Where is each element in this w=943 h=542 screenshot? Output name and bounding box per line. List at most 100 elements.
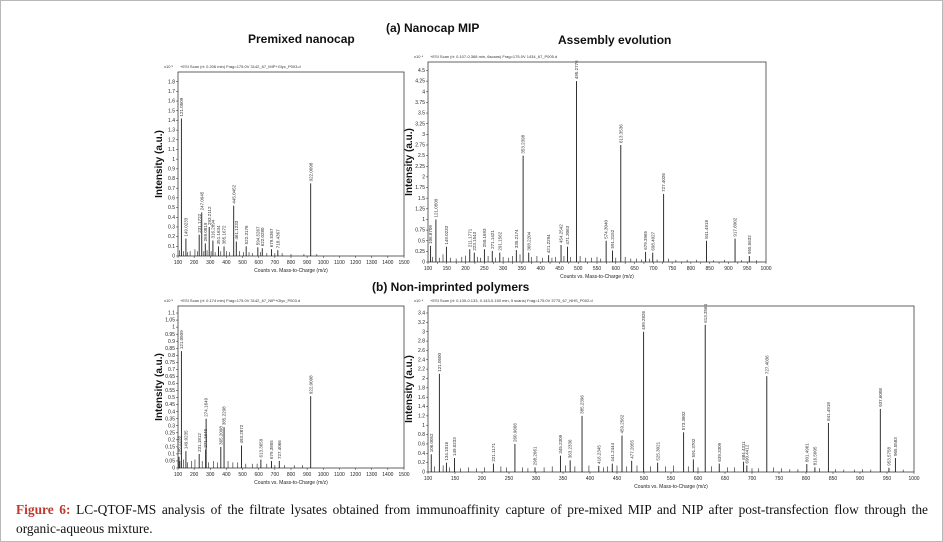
x-tick-label: 900 <box>856 476 865 482</box>
y-tick-label: 0.8 <box>168 176 175 182</box>
spectrum-b-premixed: +ESI Scan (rt: 0.174 min) Frag=175.0V 31… <box>148 294 410 488</box>
x-tick-label: 800 <box>802 476 811 482</box>
peak-label: 316.2894 <box>211 219 216 238</box>
scan-header: +ESI Scan (rt: 0.107-0.368 min, 6scans) … <box>430 54 557 59</box>
x-tick-label: 200 <box>190 472 199 478</box>
peak-label: 293.2112 <box>207 206 212 225</box>
y-tick-label: 0.3 <box>168 225 175 231</box>
x-tick-label: 750 <box>775 476 784 482</box>
peak-label: 335.2174 <box>514 229 519 248</box>
x-tick-label: 1400 <box>382 472 393 478</box>
y-tick-label: 2 <box>422 174 425 180</box>
x-tick-label: 1000 <box>318 260 329 266</box>
peak-label: 591.3152 <box>610 229 615 248</box>
x-tick-label: 700 <box>271 472 280 478</box>
x-tick-label: 250 <box>505 476 514 482</box>
heading-nanocap-mip: (a) Nanocap MIP <box>386 21 480 35</box>
x-tick-label: 100 <box>424 476 433 482</box>
x-tick-label: 700 <box>748 476 757 482</box>
x-axis-label: Counts vs. Mass-to-Charge (m/z) <box>634 484 708 490</box>
x-tick-label: 200 <box>461 266 470 272</box>
y-tick-label: 1.8 <box>168 79 175 85</box>
peak-label: 385.2298 <box>222 406 227 425</box>
peak-label: 250.1693 <box>482 228 487 247</box>
y-tick-label: 2 <box>422 376 425 382</box>
y-tick-label: 0.4 <box>168 215 175 221</box>
x-tick-label: 150 <box>443 266 452 272</box>
y-tick-label: 1.2 <box>168 137 175 143</box>
x-tick-label: 800 <box>287 472 296 478</box>
peak-label: 922.0098 <box>308 162 313 181</box>
y-tick-label: 2.4 <box>418 357 425 363</box>
y-tick-label: 2.5 <box>418 153 425 159</box>
x-tick-label: 700 <box>271 260 280 266</box>
y-tick-label: 0.75 <box>165 360 175 366</box>
peak-label: 421.2294 <box>546 234 551 253</box>
y-tick-label: 2.6 <box>418 348 425 354</box>
y-axis-label: Intensity (a.u.) <box>404 355 415 423</box>
x-tick-label: 100 <box>174 472 183 478</box>
x-tick-label: 500 <box>574 266 583 272</box>
peak-label: 525.3021 <box>655 441 660 460</box>
spectrum-b-assembly: +ESI Scan (rt: 0.130-0.133, 0.143-0.150 … <box>398 294 920 492</box>
spectrum-svg: +ESI Scan (rt: 0.174 min) Frag=175.0V 31… <box>154 298 410 486</box>
peak-label: 291.1562 <box>497 231 502 250</box>
figure-caption: Figure 6: LC-QTOF-MS analysis of the fil… <box>16 500 928 538</box>
x-tick-label: 1100 <box>334 472 345 478</box>
y-tick-label: 0.85 <box>165 346 175 352</box>
heading-premixed-nanocap: Premixed nanocap <box>248 32 355 46</box>
x-tick-label: 600 <box>694 476 703 482</box>
scan-header: +ESI Scan (rt: 0.206 min) Frag=175.0V 31… <box>180 64 301 69</box>
peak-label: 493.2872 <box>239 424 244 443</box>
spectrum-a-assembly: +ESI Scan (rt: 0.107-0.368 min, 6scans) … <box>398 50 772 282</box>
peak-label: 149.0233 <box>184 217 189 236</box>
y-tick-label: 0.9 <box>168 339 175 345</box>
y-tick-label: 4.25 <box>415 79 425 85</box>
peak-label: 499.2826 <box>641 310 646 329</box>
x-tick-label: 500 <box>238 472 247 478</box>
peak-label: 727.4026 <box>661 173 666 192</box>
peak-label: 134.1016 <box>444 441 449 460</box>
peak-label: 461.1233 <box>234 220 239 239</box>
x-tick-label: 300 <box>206 472 215 478</box>
y-tick-label: 1.1 <box>168 147 175 153</box>
y-tick-label: 3.25 <box>415 121 425 127</box>
peak-label: 149.0233 <box>452 437 457 456</box>
scale-prefix: x10 ⁴ <box>414 54 424 59</box>
y-tick-label: 1.6 <box>168 99 175 105</box>
plot-frame <box>177 305 405 469</box>
y-tick-label: 1.05 <box>165 318 175 324</box>
y-tick-label: 0.65 <box>165 374 175 380</box>
x-tick-label: 900 <box>724 266 733 272</box>
y-tick-label: 1.25 <box>415 206 425 212</box>
y-tick-label: 3 <box>422 132 425 138</box>
peak-label: 231.1722 <box>197 213 202 232</box>
x-tick-label: 900 <box>303 260 312 266</box>
y-tick-label: 0.15 <box>165 444 175 450</box>
peak-label: 639.3309 <box>717 442 722 461</box>
peak-label: 727.4066 <box>277 440 282 459</box>
caption-text: LC-QTOF-MS analysis of the filtrate lysa… <box>16 502 928 536</box>
peak-label: 445.0452 <box>231 184 236 203</box>
x-tick-label: 1200 <box>350 472 361 478</box>
y-tick-label: 1.8 <box>418 385 425 391</box>
y-tick-label: 0.95 <box>165 332 175 338</box>
peak-label: 841.4918 <box>826 402 831 421</box>
peak-label: 937.6008 <box>878 388 883 407</box>
peak-label: 368.2204 <box>526 231 531 250</box>
scale-prefix: x10 ⁵ <box>164 298 174 303</box>
peak-label: 416.2345 <box>596 445 601 464</box>
x-tick-label: 1300 <box>366 472 377 478</box>
y-tick-label: 0.25 <box>165 430 175 436</box>
y-tick-label: 1 <box>172 157 175 163</box>
y-tick-label: 0.2 <box>168 234 175 240</box>
x-tick-label: 600 <box>255 472 264 478</box>
peak-label: 727.4036 <box>764 355 769 374</box>
heading-non-imprinted-polymers: (b) Non-imprinted polymers <box>372 280 530 294</box>
peak-label: 613.3564 <box>703 303 708 322</box>
peak-label: 679.3855 <box>269 440 274 459</box>
peak-label: 594.5267 <box>255 226 260 245</box>
y-tick-label: 1.75 <box>415 185 425 191</box>
peak-label: 298.2061 <box>533 446 538 465</box>
peak-label: 121.0509 <box>179 97 184 116</box>
